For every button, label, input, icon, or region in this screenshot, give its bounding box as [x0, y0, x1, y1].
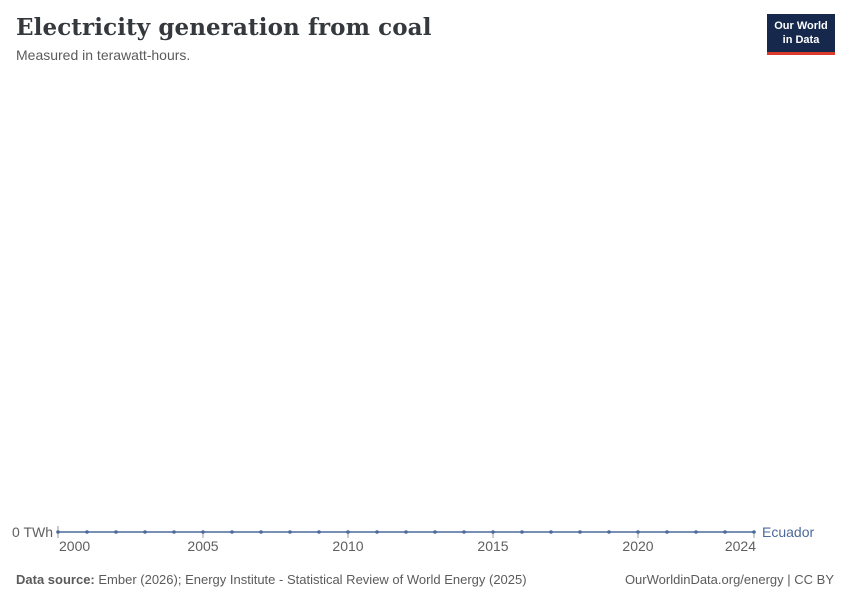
series-point: [752, 530, 756, 534]
series-point: [578, 530, 582, 534]
data-source-text: Ember (2026); Energy Institute - Statist…: [94, 572, 527, 587]
x-axis-tick-label: 2010: [332, 538, 363, 554]
chart-header: Electricity generation from coal Measure…: [0, 0, 850, 63]
line-chart-svg: 2000 2005 2010 2015 2020 2024 0 TWh Ecuador: [12, 524, 814, 554]
series-point: [665, 530, 669, 534]
series-point: [114, 530, 118, 534]
series-point: [694, 530, 698, 534]
owid-logo-line2: in Data: [782, 34, 820, 47]
license-note: OurWorldinData.org/energy | CC BY: [624, 572, 834, 587]
series-point: [172, 530, 176, 534]
series-point: [85, 530, 89, 534]
x-axis-tick-label: 2000: [59, 538, 90, 554]
series-point: [491, 530, 495, 534]
data-source-label: Data source:: [16, 572, 95, 587]
series-point: [346, 530, 350, 534]
series-point: [259, 530, 263, 534]
data-source-note: Data source: Ember (2026); Energy Instit…: [16, 572, 527, 587]
y-axis-tick-label: 0 TWh: [12, 524, 53, 540]
series-point: [404, 530, 408, 534]
series-point: [462, 530, 466, 534]
series-point: [520, 530, 524, 534]
x-axis-tick-label: 2020: [622, 538, 653, 554]
owid-logo-line1: Our World: [774, 20, 828, 32]
chart-subtitle: Measured in terawatt-hours.: [16, 46, 191, 63]
series-point: [288, 530, 292, 534]
plot-area: 2000 2005 2010 2015 2020 2024 0 TWh Ecuador: [0, 80, 850, 560]
series-point: [56, 530, 60, 534]
owid-logo: Our World in Data: [767, 14, 835, 55]
x-axis-tick-label: 2024: [725, 538, 756, 554]
series-point: [201, 530, 205, 534]
series-point: [636, 530, 640, 534]
x-axis-tick-label: 2015: [477, 538, 508, 554]
series-point: [317, 530, 321, 534]
series-point: [143, 530, 147, 534]
entity-label: Ecuador: [762, 524, 814, 540]
series-point: [607, 530, 611, 534]
chart-footer: Data source: Ember (2026); Energy Instit…: [16, 572, 834, 587]
series-point: [723, 530, 727, 534]
chart-title: Electricity generation from coal: [16, 14, 432, 41]
series-point: [375, 530, 379, 534]
series-point: [549, 530, 553, 534]
x-axis-tick-label: 2005: [187, 538, 218, 554]
series-point: [433, 530, 437, 534]
series-point: [230, 530, 234, 534]
